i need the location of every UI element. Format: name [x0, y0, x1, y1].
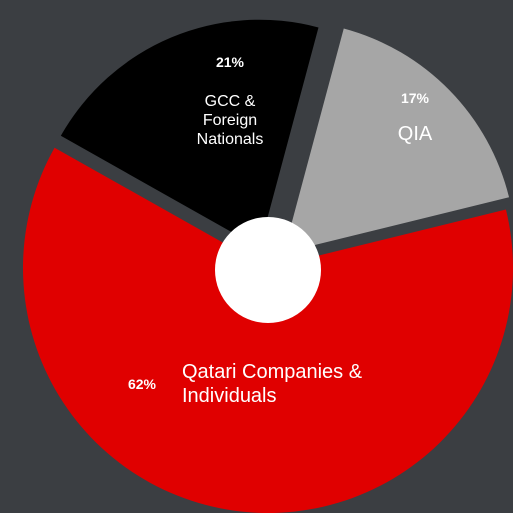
- pie-slice: [283, 28, 510, 253]
- value-label: 21%: [215, 54, 245, 70]
- slice-label: QIA: [397, 123, 433, 145]
- slice-label: Qatari Companies & Individuals: [182, 361, 363, 407]
- slice-label: GCC & Foreign Nationals: [196, 93, 264, 149]
- value-label: 62%: [127, 376, 157, 392]
- pie-slice: [60, 19, 319, 248]
- center-hole: [215, 217, 321, 323]
- value-label: 17%: [400, 90, 430, 106]
- pie-slice: [23, 147, 513, 513]
